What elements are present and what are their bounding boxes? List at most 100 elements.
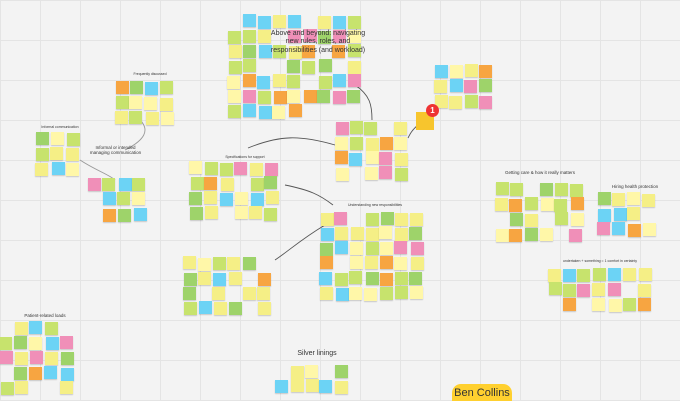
sticky-note [303, 89, 317, 103]
sticky-note [243, 287, 257, 301]
sticky-note [60, 351, 74, 365]
sticky-note [637, 297, 651, 311]
cluster-label: Specifications for support [225, 155, 265, 159]
sticky-note [198, 272, 212, 286]
sticky-note [509, 228, 523, 242]
sticky-note [317, 90, 331, 104]
sticky-note [130, 81, 144, 95]
sticky-note [250, 162, 264, 176]
sticky-note [205, 161, 219, 175]
sticky-note [302, 60, 316, 74]
sticky-note [132, 192, 146, 206]
sticky-note [638, 268, 652, 282]
sticky-note [395, 227, 409, 241]
sticky-note [395, 152, 409, 166]
sticky-note [539, 183, 553, 197]
sticky-note [183, 272, 197, 286]
sticky-note [612, 222, 626, 236]
sticky-note [435, 64, 449, 78]
sticky-note [14, 367, 27, 381]
sticky-note [509, 198, 523, 212]
sticky-note [548, 268, 562, 282]
collaborator-cursor: Ben Collins [452, 384, 512, 401]
sticky-note [15, 352, 29, 366]
sticky-note [540, 197, 554, 211]
sticky-note [197, 257, 211, 271]
sticky-note [395, 167, 409, 181]
sticky-note [592, 282, 606, 296]
sticky-note [318, 30, 332, 44]
sticky-note [60, 381, 74, 395]
sticky-note [334, 151, 348, 165]
sticky-note [598, 192, 612, 206]
sticky-note [379, 226, 393, 240]
sticky-note [465, 64, 479, 78]
sticky-note [257, 75, 271, 89]
sticky-note [257, 272, 271, 286]
sticky-note [554, 183, 568, 197]
sticky-note [394, 257, 408, 271]
sticky-note [597, 222, 611, 236]
cluster-label: Silver linings [297, 350, 337, 357]
arrow [274, 224, 326, 261]
sticky-note [364, 122, 378, 136]
sticky-note [335, 121, 349, 135]
sticky-note [349, 271, 363, 285]
sticky-note [242, 59, 256, 73]
sticky-note [642, 193, 656, 207]
sticky-note [349, 256, 363, 270]
sticky-note [380, 242, 394, 256]
sticky-note [129, 96, 143, 110]
cluster-label: Above and beyond: navigating new rules, … [270, 30, 366, 54]
sticky-note [394, 212, 408, 226]
sticky-note [132, 177, 146, 191]
sticky-note [30, 351, 44, 364]
sticky-note [335, 136, 349, 150]
sticky-note [189, 191, 203, 205]
sticky-note [0, 336, 13, 350]
cluster-label: Frequently discussed [133, 72, 167, 76]
sticky-note [365, 137, 379, 151]
sticky-note [0, 351, 13, 365]
sticky-note [305, 365, 319, 379]
sticky-note [334, 365, 348, 379]
sticky-note [623, 268, 637, 282]
sticky-note [548, 282, 562, 296]
cluster-label: Hiring health protection [611, 184, 659, 189]
sticky-note [305, 379, 319, 393]
sticky-note [213, 301, 227, 315]
sticky-note [394, 136, 408, 150]
sticky-note [627, 192, 641, 206]
sticky-note [335, 287, 349, 301]
cluster-label: Getting care & how it really matters [504, 170, 576, 175]
sticky-note [228, 301, 242, 315]
sticky-note [350, 136, 364, 150]
sticky-note [65, 162, 79, 176]
sticky-note [395, 286, 409, 300]
sticky-note [410, 256, 424, 270]
sticky-note [114, 111, 128, 124]
sticky-note [334, 380, 348, 394]
cluster-label: Informal communication [41, 125, 79, 129]
sticky-note [29, 337, 43, 351]
sticky-note [349, 152, 363, 166]
sticky-note [320, 242, 334, 256]
sticky-note [335, 226, 349, 240]
sticky-note [347, 74, 361, 88]
sticky-note [320, 287, 334, 301]
notification-badge: 1 [426, 104, 439, 117]
sticky-note [365, 151, 379, 165]
sticky-note [242, 104, 256, 118]
sticky-note [464, 80, 477, 94]
sticky-note [243, 45, 257, 59]
sticky-note [0, 381, 14, 395]
sticky-note [257, 15, 271, 29]
sticky-note [555, 212, 569, 226]
cluster-label: Understanding new responsibilities [347, 203, 403, 207]
sticky-note [258, 44, 272, 58]
sticky-note [608, 298, 622, 312]
sticky-note [234, 162, 248, 176]
sticky-note [563, 283, 577, 297]
cluster-label: undertaken + something = 1 comfort in ce… [562, 259, 638, 263]
